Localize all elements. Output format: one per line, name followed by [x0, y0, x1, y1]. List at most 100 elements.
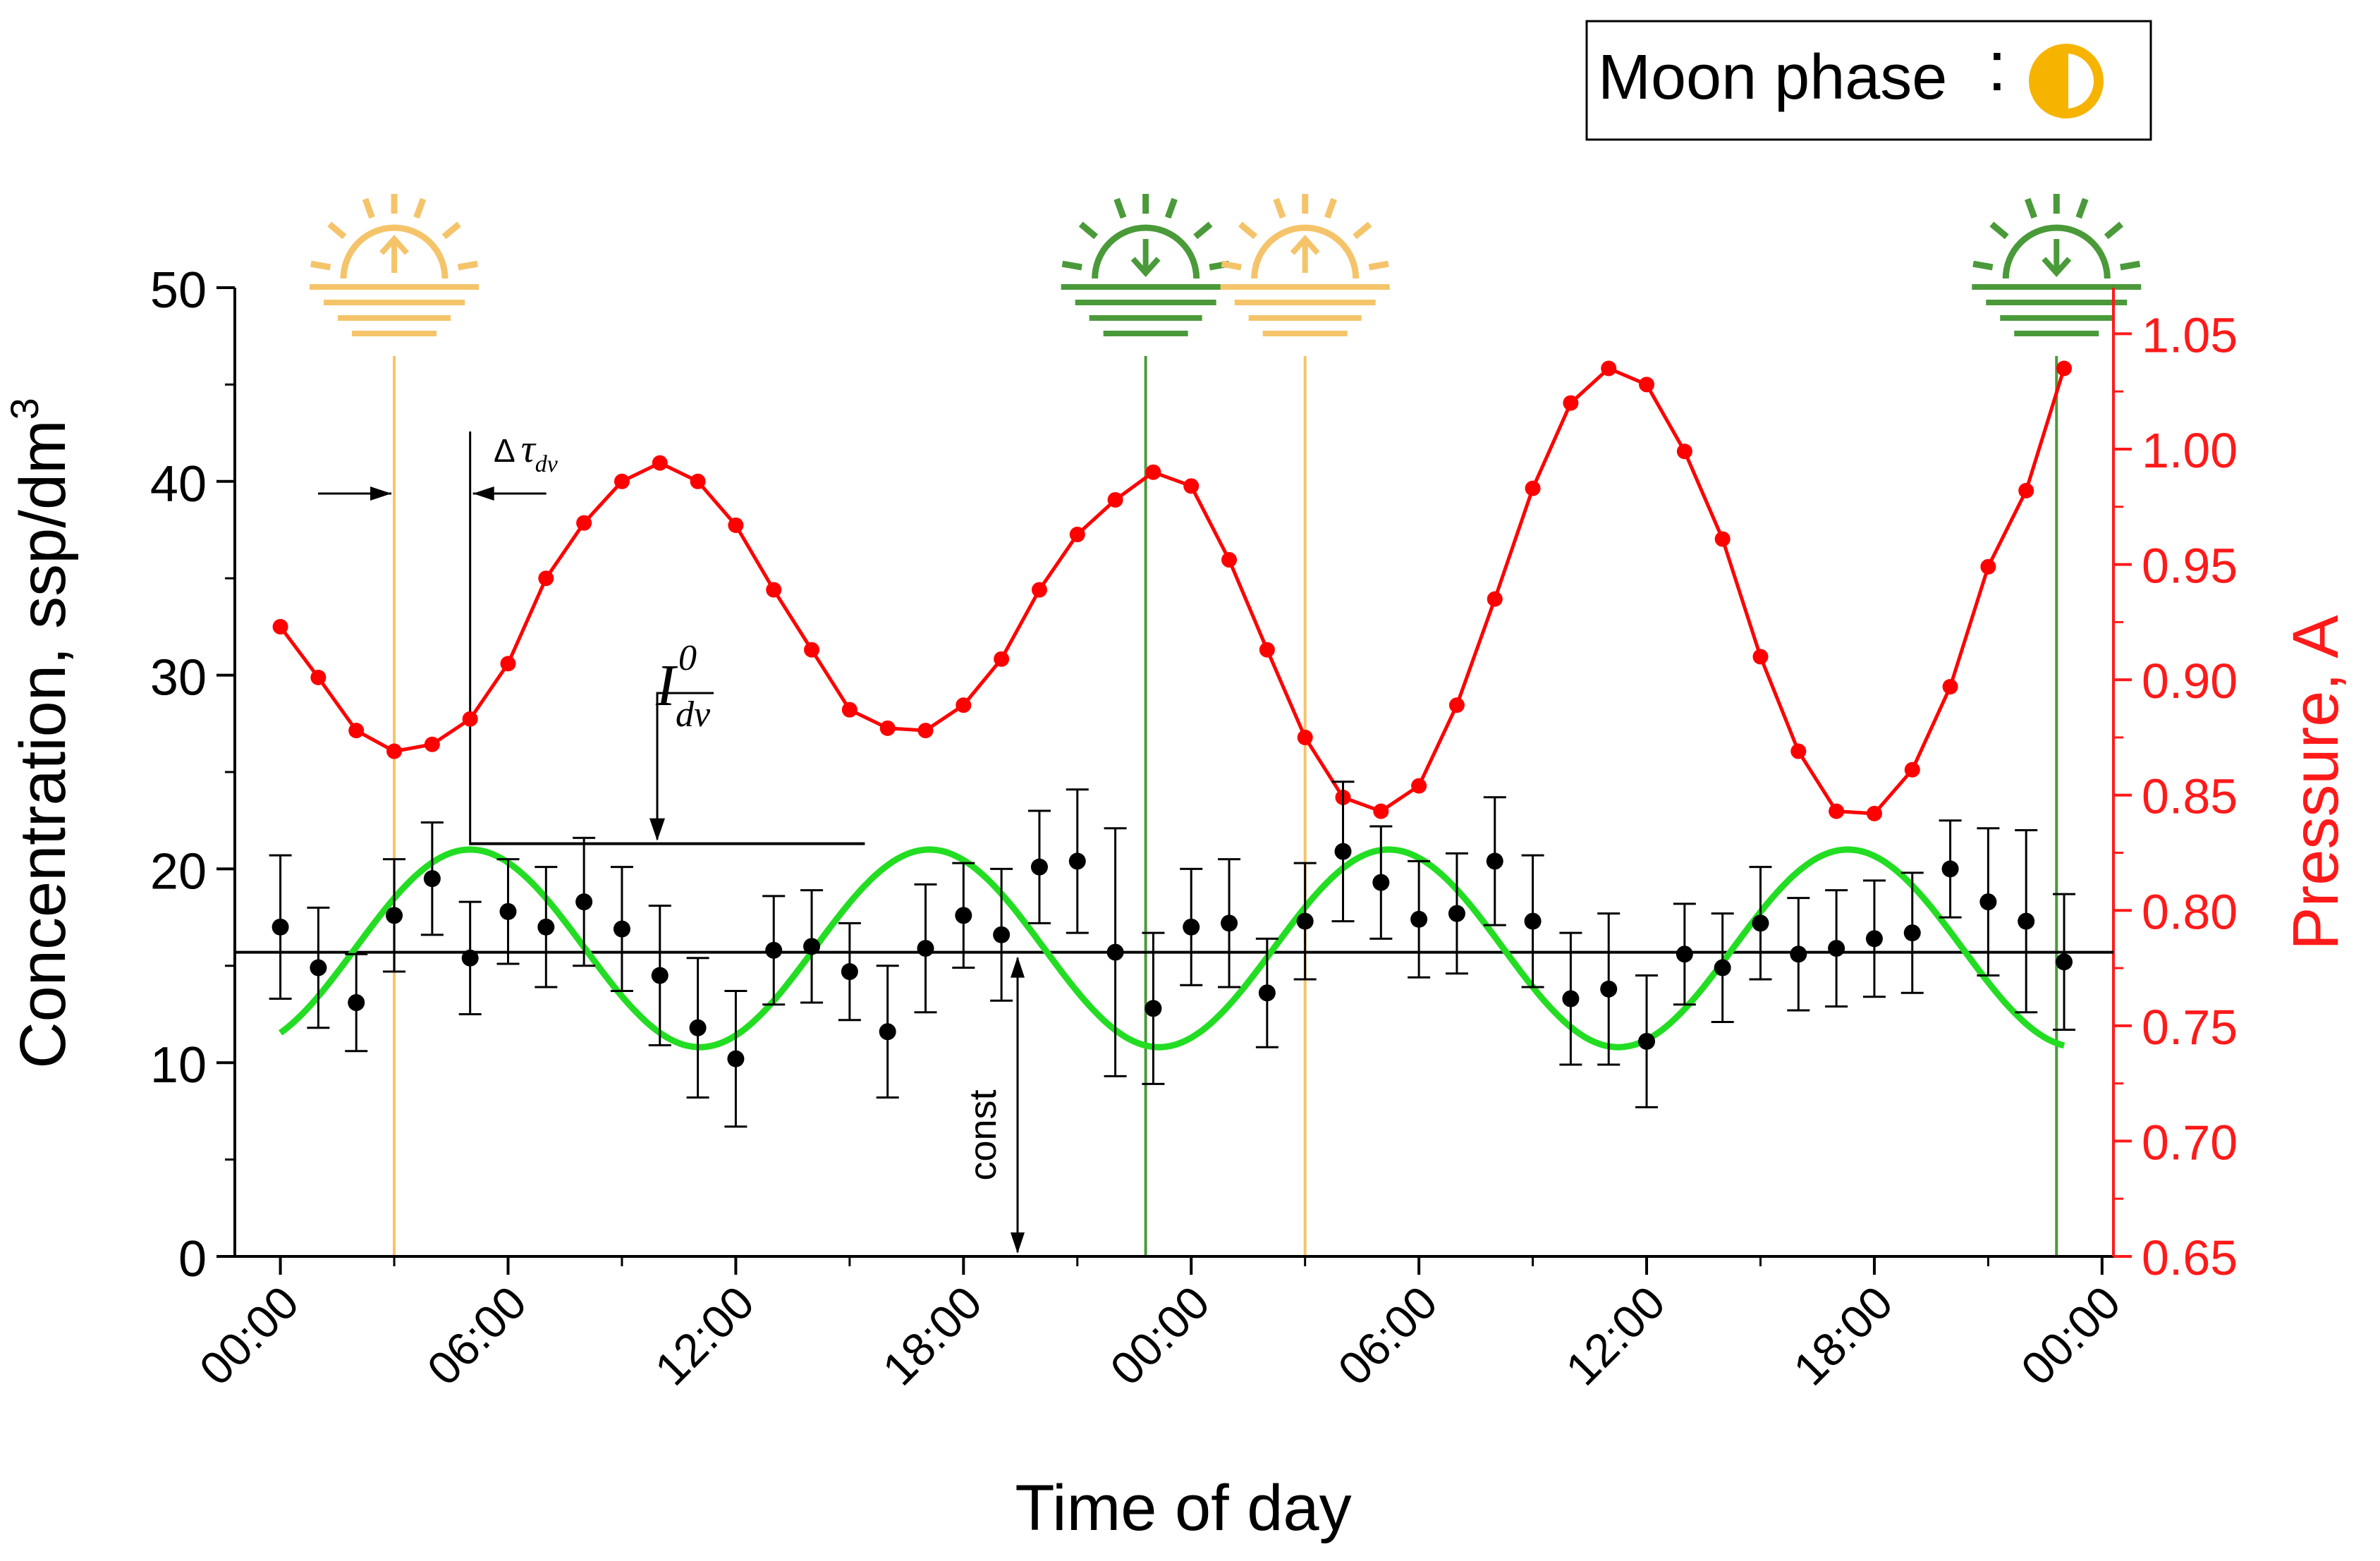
tau-symbol: τ: [521, 427, 537, 471]
concentration-point: [1600, 980, 1618, 998]
x-tick-label: 12:00: [1556, 1276, 1675, 1395]
sunset-icon: [1972, 194, 2142, 336]
pressure-point: [1373, 803, 1389, 819]
concentration-point: [1030, 858, 1048, 876]
concentration-point: [765, 941, 783, 959]
sun-ray: [413, 197, 427, 219]
y-right-tick-label: 1.00: [2142, 423, 2238, 478]
sun-ray: [327, 221, 347, 240]
pressure-point: [1563, 395, 1579, 411]
pressure-point: [1866, 805, 1882, 821]
y-right-tick-label: 0.65: [2142, 1230, 2238, 1285]
pressure-point: [917, 723, 934, 739]
concentration-point: [271, 918, 289, 936]
fit-curve: [278, 846, 2065, 1051]
concentration-point: [803, 938, 821, 955]
x-tick-label: 18:00: [872, 1276, 991, 1395]
concentration-point: [1486, 852, 1503, 870]
sun-ray: [1353, 221, 1372, 240]
sun-ray: [2025, 197, 2038, 219]
y-right-tick-label: 0.70: [2142, 1115, 2238, 1170]
x-tick-label: 00:00: [1100, 1276, 1219, 1395]
sun-ray: [441, 221, 461, 240]
axes: 0 10 20 30 40 50 0.65 0.70 0.75 0.80 0.85 0.90 0.95 1…: [150, 262, 2238, 1395]
delta-arrowhead-left: [370, 486, 392, 501]
pressure-point: [1714, 531, 1731, 547]
concentration-point: [1828, 940, 1845, 957]
concentration-point: [689, 1019, 707, 1036]
concentration-point: [1562, 990, 1580, 1008]
y-right-tick-label: 0.90: [2142, 654, 2238, 709]
pressure-point: [690, 473, 706, 489]
concentration-series: [269, 780, 2076, 1128]
pressure-point: [424, 736, 440, 752]
pressure-point: [1639, 377, 1655, 393]
sun-ray: [457, 260, 478, 271]
pressure-point: [1069, 527, 1085, 543]
sun-icons: [310, 194, 2142, 336]
pressure-point: [804, 642, 820, 658]
concentration-point: [1372, 874, 1390, 891]
concentration-point: [613, 920, 630, 938]
y-left-tick-label: 0: [178, 1231, 207, 1287]
concentration-point: [917, 940, 934, 957]
y-left-tick-label: 10: [150, 1037, 207, 1094]
pressure-point: [1676, 443, 1692, 460]
const-label: const: [962, 1089, 1004, 1180]
sun-ray: [1238, 221, 1258, 240]
sun-ray: [1061, 260, 1082, 271]
concentration-point: [348, 994, 365, 1012]
concentration-point: [727, 1050, 745, 1067]
delta-tau-subscript: dv: [535, 451, 559, 477]
y-left-tick-label: 30: [150, 650, 207, 706]
concentration-point: [879, 1023, 896, 1041]
y-left-tick-label: 40: [150, 456, 207, 513]
pressure-point: [956, 697, 972, 714]
y-axis-left-title: Concentration, ssp/dm3: [2, 398, 79, 1069]
pressure-point: [614, 473, 630, 489]
arrow-head: [379, 235, 410, 255]
pressure-point: [1448, 697, 1465, 714]
const-arrowhead-down: [1011, 1232, 1025, 1254]
sun-ray: [1324, 197, 1337, 219]
sun-ray: [1113, 197, 1127, 219]
x-axis-title: Time of day: [1015, 1472, 1351, 1544]
arrow-head: [1130, 257, 1161, 277]
sun-ray: [310, 260, 331, 271]
concentration-point: [1106, 943, 1124, 961]
pressure-point: [576, 515, 592, 531]
pressure-point: [1297, 729, 1313, 745]
concentration-point: [1448, 905, 1465, 922]
sun-ray: [1989, 221, 2009, 240]
concentration-point: [423, 870, 441, 888]
const-arrowhead-up: [1011, 956, 1025, 978]
pressure-point: [841, 702, 858, 718]
y-left-tick-label: 20: [150, 843, 207, 900]
concentration-point: [1638, 1032, 1656, 1050]
pressure-point: [500, 656, 516, 672]
concentration-point: [1979, 893, 1997, 911]
x-tick-label: 18:00: [1783, 1276, 1903, 1395]
y-right-tick-label: 0.80: [2142, 884, 2238, 939]
i-symbol: I: [655, 653, 678, 718]
pressure-line: [279, 366, 2066, 816]
pressure-point: [1487, 591, 1503, 607]
pressure-point: [994, 651, 1010, 667]
reference-lines: [235, 431, 2113, 1254]
y-right-tick-label: 0.85: [2142, 769, 2238, 824]
concentration-point: [1296, 912, 1314, 930]
pressure-point: [1829, 803, 1845, 819]
concentration-point: [1676, 945, 1693, 963]
concentration-point: [386, 907, 403, 924]
delta-symbol: Δ: [494, 432, 515, 469]
y-left-tick-label: 50: [150, 262, 207, 319]
pressure-point: [1107, 491, 1123, 508]
concentration-point: [651, 967, 669, 984]
concentration-point: [993, 926, 1011, 943]
concentration-point: [1903, 924, 1921, 942]
pressure-point: [1259, 642, 1275, 658]
pressure-point: [766, 582, 782, 598]
i-subscript: dv: [676, 694, 711, 735]
